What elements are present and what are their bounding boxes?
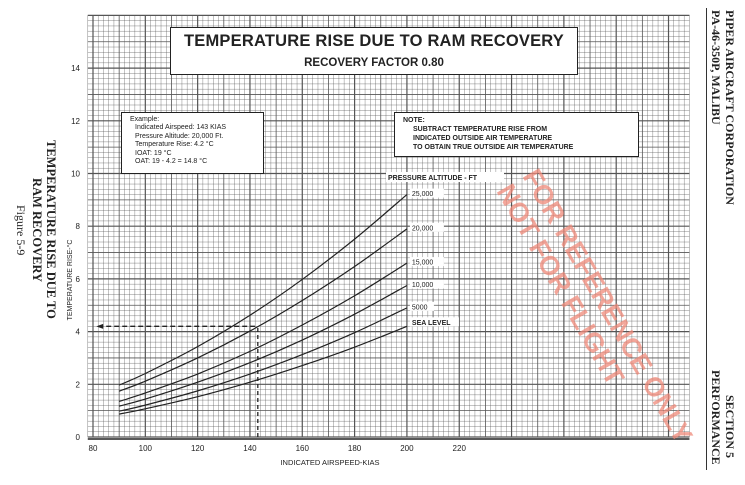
note-heading: NOTE:	[403, 117, 425, 124]
header-section: SECTION 5	[723, 395, 737, 459]
series-label-bg	[409, 317, 459, 327]
x-tick-label: 200	[400, 444, 414, 453]
series-label-bg	[409, 257, 444, 267]
note-line: SUBTRACT TEMPERATURE RISE FROM	[413, 126, 548, 133]
y-tick-label: 2	[76, 380, 81, 389]
series-line	[119, 325, 408, 415]
note-line: TO OBTAIN TRUE OUTSIDE AIR TEMPERATURE	[413, 144, 574, 151]
note-line: INDICATED OUTSIDE AIR TEMPERATURE	[413, 135, 553, 142]
x-tick-label: 100	[139, 444, 153, 453]
series-line	[119, 284, 408, 407]
series-label: 5000	[412, 304, 428, 311]
series-label: 25,000	[412, 191, 434, 198]
y-tick-label: 12	[71, 117, 80, 126]
example-line: Indicated Airspeed: 143 KIAS	[135, 124, 227, 132]
example-line: IOAT: 19 °C	[135, 149, 172, 157]
chart-subtitle: RECOVERY FACTOR 0.80	[304, 57, 444, 69]
title-box: TEMPERATURE RISE DUE TO RAM RECOVERY REC…	[170, 27, 578, 75]
series-label-bg	[409, 301, 434, 311]
y-tick-label: 14	[71, 64, 80, 73]
series-label-bg	[409, 222, 444, 232]
series-line	[118, 262, 408, 402]
x-tick-label: 180	[348, 444, 362, 453]
example-heading: Example:	[130, 116, 160, 123]
header-company: PIPER AIRCRAFT CORPORATION	[723, 10, 737, 205]
x-tick-label: 220	[453, 444, 467, 453]
arrow-head-icon	[96, 323, 104, 329]
header-model: PA-46-350P, MALIBU	[709, 10, 723, 125]
caption-line-1: TEMPERATURE RISE DUE TO	[44, 140, 58, 319]
x-axis-label: INDICATED AIRSPEED-KIAS	[280, 458, 379, 467]
x-tick-label: 120	[191, 444, 205, 453]
example-line: Pressure Altitude: 20,000 Ft.	[135, 132, 224, 140]
y-axis-label: TEMPERATURE RISE-°C	[66, 240, 74, 321]
watermark-text: FOR REFERENCE ONLY	[517, 164, 699, 448]
x-tick-label: 80	[89, 444, 98, 453]
legend-title-bg	[386, 172, 504, 182]
y-tick-label: 0	[76, 433, 81, 442]
series-line	[118, 194, 408, 386]
caption-line-2: RAM RECOVERY	[30, 178, 44, 283]
example-line: OAT: 19 - 4.2 = 14.8 °C	[135, 158, 208, 166]
y-tick-label: 4	[76, 328, 81, 337]
example-box: Example: Indicated Airspeed: 143 KIAS Pr…	[121, 112, 264, 174]
series-label: 15,000	[412, 260, 434, 267]
x-tick-label: 160	[296, 444, 310, 453]
y-tick-label: 6	[76, 275, 81, 284]
series-label: SEA LEVEL	[412, 320, 451, 327]
series-label-bg	[409, 279, 444, 289]
y-tick-label: 8	[76, 222, 81, 231]
series-label: 10,000	[412, 282, 434, 289]
x-tick-label: 140	[243, 444, 257, 453]
series-label-bg	[409, 188, 444, 198]
note-box: NOTE: SUBTRACT TEMPERATURE RISE FROM IND…	[394, 112, 639, 157]
chart-title: TEMPERATURE RISE DUE TO RAM RECOVERY	[183, 32, 564, 50]
header-section-name: PERFORMANCE	[709, 370, 723, 465]
legend-title: PRESSURE ALTITUDE - FT	[388, 175, 478, 182]
series-line	[118, 228, 408, 392]
header-rule	[706, 8, 707, 470]
y-tick-label: 10	[71, 170, 80, 179]
series-line	[119, 307, 408, 412]
figure-number: Figure 5-9	[14, 205, 28, 256]
series-label: 20,000	[412, 225, 434, 232]
example-line: Temperature Rise: 4.2 °C	[135, 141, 214, 149]
